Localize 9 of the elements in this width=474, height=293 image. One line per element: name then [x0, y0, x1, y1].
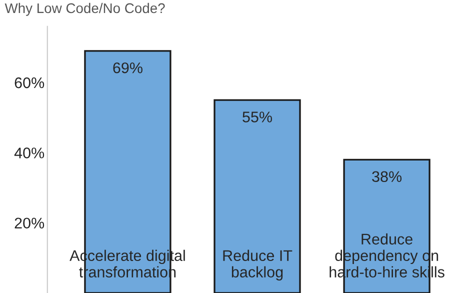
y-tick-label: 20% — [14, 218, 44, 229]
y-tick-label: 40% — [14, 148, 44, 158]
x-tick-label: Reduce IT backlog — [223, 250, 292, 280]
data-label: 55% — [242, 112, 272, 122]
data-label: 38% — [372, 171, 402, 182]
chart-title: Why Low Code/No Code? — [4, 2, 165, 16]
y-tick-label: 60% — [14, 77, 44, 88]
bar — [214, 99, 301, 293]
data-label: 69% — [113, 62, 142, 74]
